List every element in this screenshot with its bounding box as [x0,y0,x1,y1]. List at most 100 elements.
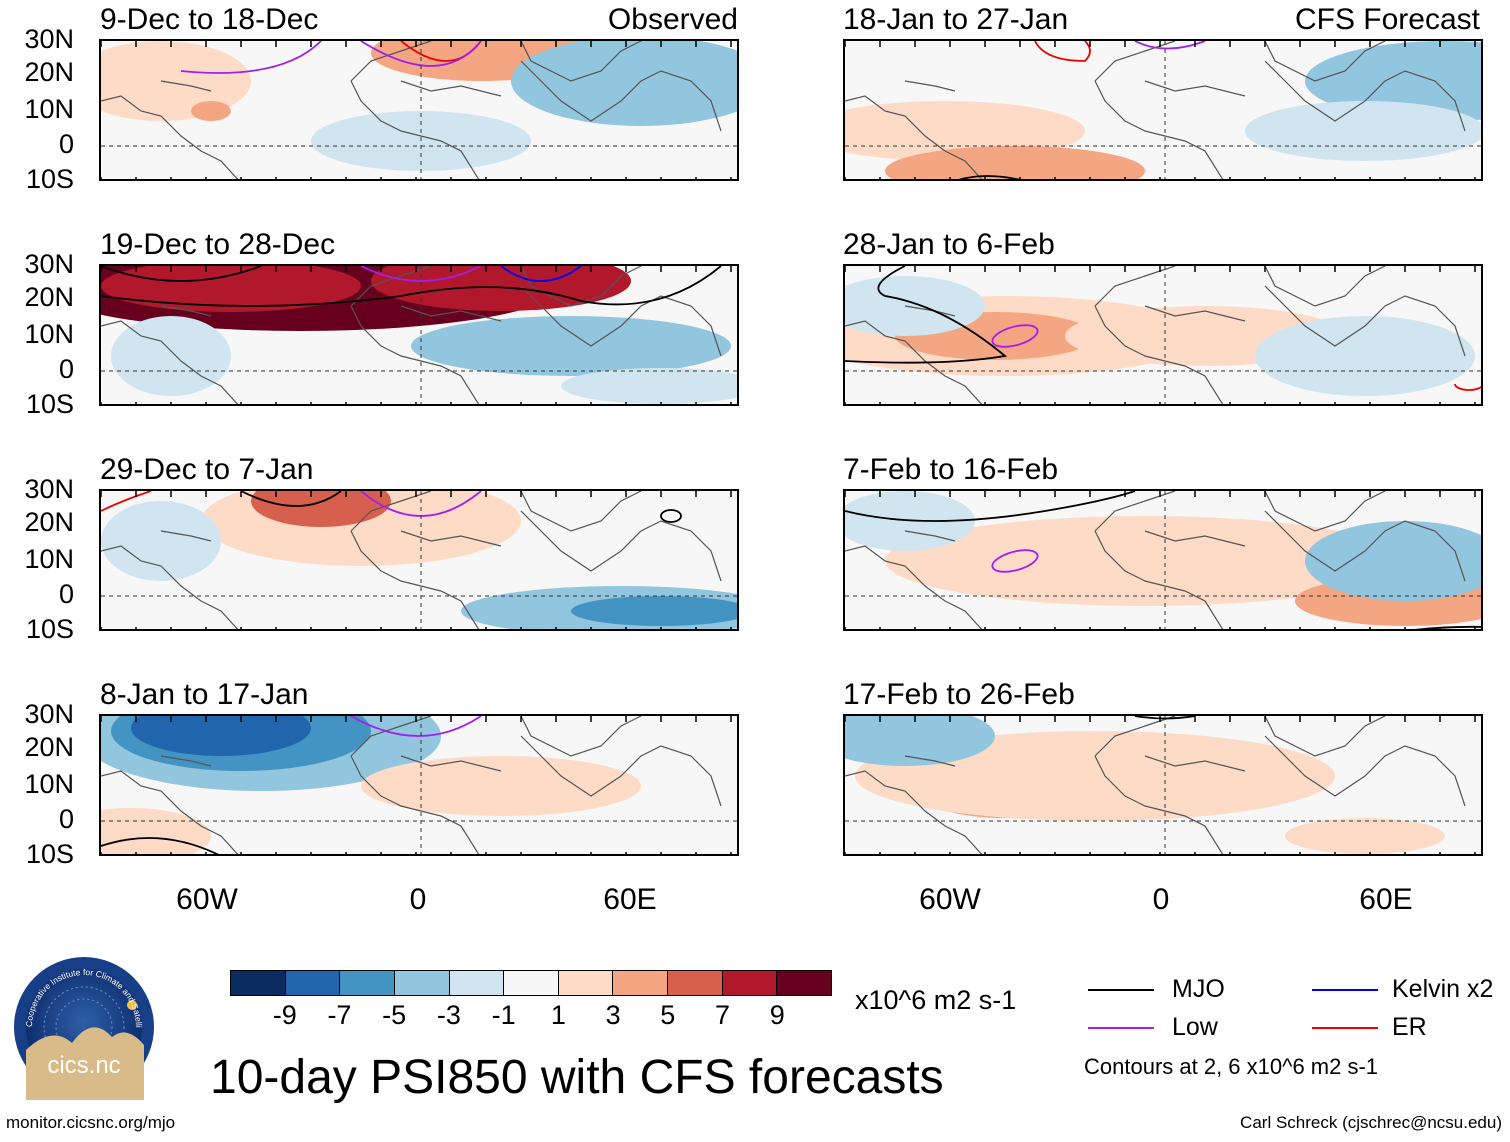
lat-label: 0 [58,579,74,609]
coastline [845,545,983,629]
contour-line [360,41,482,67]
anomaly-shading [845,716,995,766]
lon-label-60e-right: 60E [1359,883,1413,916]
colorbar-swatch [504,971,559,995]
coastline [520,60,722,132]
coastline [160,80,212,92]
lat-label: 10S [25,614,74,644]
forecast-map-panel-2 [843,264,1483,406]
colorbar-swatch [340,971,395,995]
anomaly-shading [101,266,361,312]
panel-title-left-1: 9-Dec to 18-Dec [100,3,319,36]
anomaly-shading [371,266,631,311]
coastline [101,770,239,854]
anomaly-shading [571,596,737,626]
anomaly-shading [885,516,1405,606]
anomaly-shading [361,756,641,816]
map-field [101,41,737,179]
coastline [160,305,212,317]
coastline [845,320,983,404]
contour-line [660,509,682,523]
coastline [1094,755,1224,854]
contour-line [101,266,262,282]
contour-line [1454,383,1481,391]
lat-label: 20N [24,507,74,537]
anomaly-shading [561,368,737,404]
contour-line [350,716,482,737]
map-field [845,41,1481,179]
observed-map-panel-4 [99,714,739,856]
coastline [400,530,502,547]
lon-label-60e-left: 60E [603,883,657,916]
panel-title-right-1: 18-Jan to 27-Jan [843,3,1069,36]
panel-title-right-4: 17-Feb to 26-Feb [843,678,1075,711]
legend-label-low: Low [1172,1013,1218,1041]
lat-label: 30N [24,24,74,54]
coastline [350,530,480,629]
colorbar-swatch [668,971,723,995]
colorbar-tick-label: 9 [769,1000,785,1030]
forecast-map-panel-3 [843,489,1483,631]
colorbar-tick-label: 3 [605,1000,621,1030]
colorbar-tick-label: 5 [660,1000,676,1030]
colorbar-tick-label: -1 [491,1000,516,1030]
legend-line-mjo [1088,989,1154,991]
panel-title-left-4: 8-Jan to 17-Jan [100,678,309,711]
coastline [1144,755,1246,772]
forecast-map-panel-4 [843,714,1483,856]
lat-label: 20N [24,282,74,312]
coastline [1144,530,1246,547]
lat-label: 10N [24,319,74,349]
contour-line [958,175,1021,179]
figure-title: 10-day PSI850 with CFS forecasts [210,1051,944,1104]
coastline [1264,716,1386,757]
lat-label: 10N [24,544,74,574]
observed-map-panel-2 [99,264,739,406]
coastline [520,491,642,532]
coastline [1264,285,1466,357]
lon-label-0-left: 0 [409,883,427,916]
coastline [1094,80,1224,179]
coastline [904,530,956,542]
contour-line [101,266,722,307]
colorbar-swatch [449,971,505,995]
anomaly-shading [251,491,391,527]
coastline [520,510,722,582]
colorbar-swatch [613,971,669,995]
map-field [845,491,1481,629]
contours-note: Contours at 2, 6 x10^6 m2 s-1 [1084,1054,1379,1079]
lat-label: 10S [25,389,74,419]
contour-line [500,266,582,282]
panel-title-left-3: 29-Dec to 7-Jan [100,453,314,486]
contour-line [101,491,152,512]
anomaly-shading [1245,101,1481,161]
lat-label: 20N [24,57,74,87]
anomaly-shading [511,41,737,126]
coastline [1264,60,1466,132]
coastline [350,755,480,854]
colorbar-tick-label: -7 [327,1000,352,1030]
lat-label: 10N [24,94,74,124]
anomaly-shading [111,316,231,396]
lat-label: 20N [24,732,74,762]
colorbar-tick-label: -5 [382,1000,407,1030]
lat-label: 0 [58,129,74,159]
anomaly-shading [411,316,731,376]
coastline [160,530,212,542]
colorbar-tick-label: -3 [436,1000,461,1030]
coastline [845,770,983,854]
panel-title-right-2: 28-Jan to 6-Feb [843,228,1055,261]
logo-text: cics.nc [47,1052,120,1079]
colorbar-swatch [285,971,341,995]
contour-line [845,266,1008,364]
colorbar-swatch [394,971,450,995]
colorbar-swatch [777,971,832,995]
coastline [1264,266,1386,307]
map-field [845,266,1481,404]
contour-line [1034,41,1091,62]
coastline [1094,305,1224,404]
coastline [350,305,480,404]
coastline [1264,735,1466,807]
coastline [350,80,480,179]
map-field [101,266,737,404]
